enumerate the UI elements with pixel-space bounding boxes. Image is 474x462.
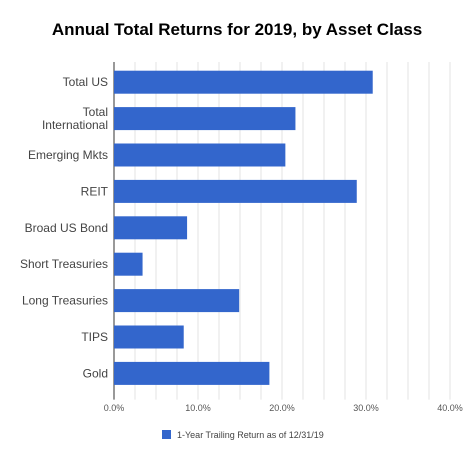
category-labels: Total US Total International Emerging Mkts R… <box>20 75 109 380</box>
category-label: Total International <box>42 105 108 132</box>
bars <box>114 70 373 385</box>
legend-swatch <box>162 430 171 439</box>
x-tick-label: 20.0% <box>269 403 295 413</box>
bar <box>114 179 357 203</box>
bar <box>114 107 296 131</box>
x-tick-label: 10.0% <box>185 403 211 413</box>
bar <box>114 143 286 167</box>
category-label: TIPS <box>81 330 108 344</box>
category-label: REIT <box>81 184 109 198</box>
x-tick-label: 30.0% <box>353 403 379 413</box>
category-label: Total US <box>63 75 108 89</box>
bar <box>114 325 184 349</box>
category-label: Long Treasuries <box>22 294 108 308</box>
bar <box>114 216 188 240</box>
bar <box>114 289 240 313</box>
category-label: Broad US Bond <box>25 221 108 235</box>
category-label: Emerging Mkts <box>28 148 108 162</box>
legend-label: 1-Year Trailing Return as of 12/31/19 <box>177 430 324 440</box>
category-label: Gold <box>83 366 108 380</box>
x-tick-label: 40.0% <box>437 403 463 413</box>
bar <box>114 361 270 385</box>
x-axis-tick-labels: 0.0% 10.0% 20.0% 30.0% 40.0% <box>104 403 463 413</box>
category-label: Short Treasuries <box>20 257 108 271</box>
x-tick-label: 0.0% <box>104 403 125 413</box>
chart-title: Annual Total Returns for 2019, by Asset … <box>51 20 423 39</box>
bar <box>114 70 373 94</box>
bar <box>114 252 143 276</box>
legend: 1-Year Trailing Return as of 12/31/19 <box>162 430 324 440</box>
